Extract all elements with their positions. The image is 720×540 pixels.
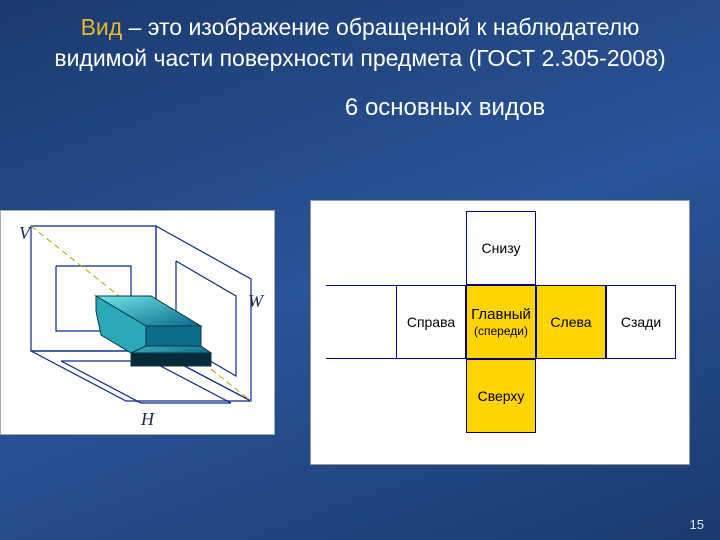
net-cell-sleva: Слева	[536, 285, 606, 359]
slide-subtitle: 6 основных видов	[170, 94, 720, 122]
axis-label-w: W	[248, 291, 263, 312]
net-cell-szadi: Сзади	[606, 285, 676, 359]
net-cell-glavny: Главный(спереди)	[466, 285, 536, 359]
views-net-diagram: СнизуСправаГлавный(спереди)СлеваСзадиСве…	[310, 200, 690, 465]
net-cell-sprava: Справа	[396, 285, 466, 359]
net-cell-sublabel: (спереди)	[471, 324, 531, 338]
slide-title: Вид – это изображение обращенной к наблю…	[0, 0, 720, 74]
content-area: V W H СнизуСправаГлавный(спереди)СлеваСз…	[0, 200, 720, 500]
title-highlight: Вид	[81, 14, 123, 40]
views-net: СнизуСправаГлавный(спереди)СлеваСзадиСве…	[326, 211, 676, 456]
isometric-svg	[1, 211, 276, 436]
isometric-diagram: V W H	[0, 210, 275, 435]
page-number: 15	[690, 517, 704, 532]
net-cell-snizu: Снизу	[466, 211, 536, 285]
axis-label-v: V	[19, 223, 30, 244]
axis-label-h: H	[141, 409, 154, 430]
net-cell-sverhu: Сверху	[466, 359, 536, 433]
net-cell-label: Главный	[471, 306, 531, 324]
title-rest: – это изображение обращенной к наблюдате…	[54, 14, 665, 71]
